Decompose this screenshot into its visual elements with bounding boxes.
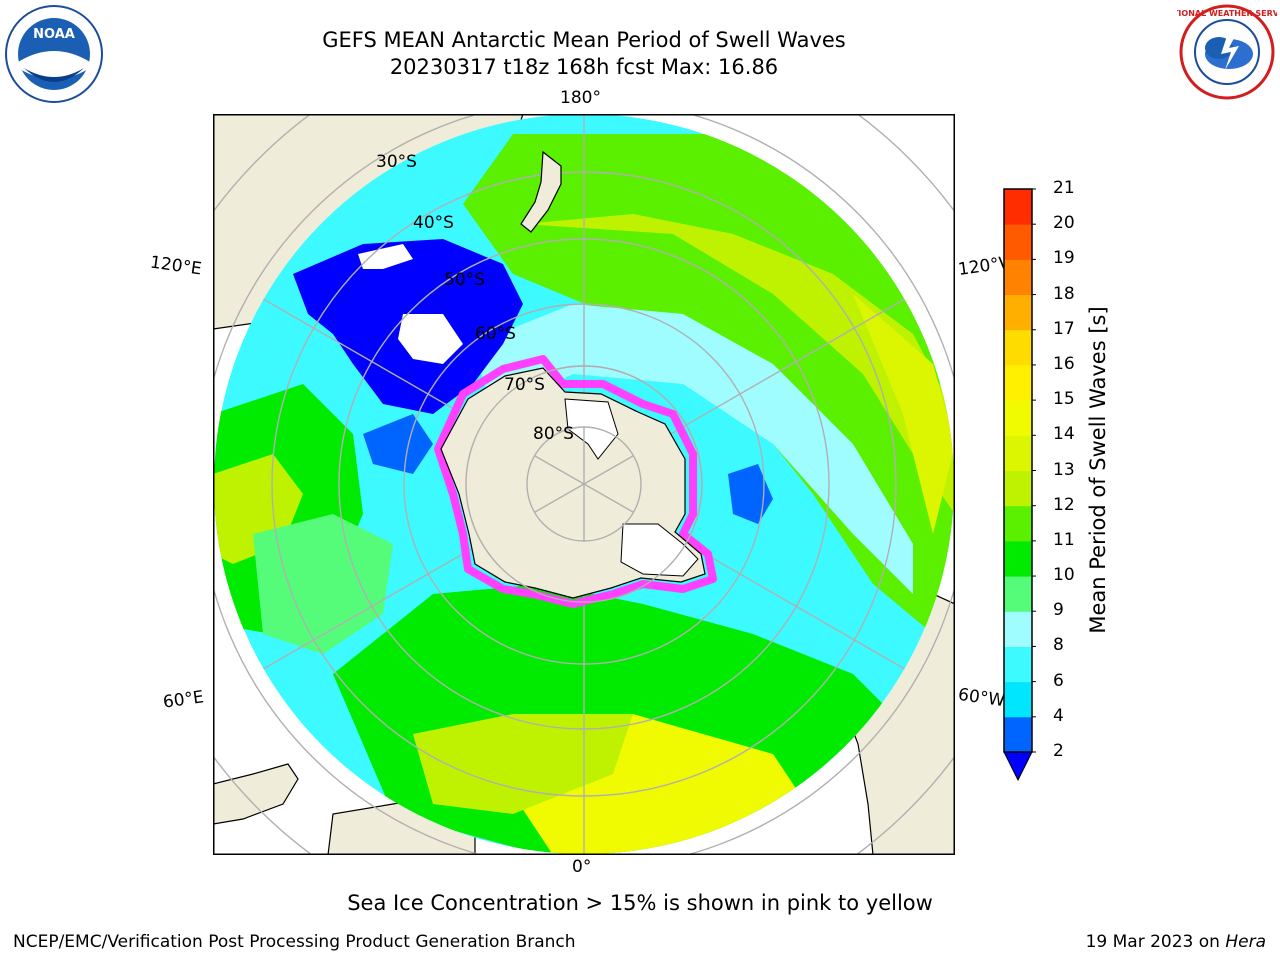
map-title: GEFS MEAN Antarctic Mean Period of Swell… (322, 28, 846, 52)
colorbar-tick-label: 8 (1053, 635, 1064, 656)
colorbar-segment (1004, 540, 1032, 577)
colorbar-segment (1004, 435, 1032, 471)
colorbar-tick-label: 9 (1053, 600, 1064, 621)
colorbar-tick-label: 12 (1053, 494, 1075, 515)
colorbar-segment (1004, 259, 1032, 296)
lat-label-60s: 60°S (475, 324, 516, 344)
colorbar-segment (1004, 611, 1032, 647)
lon-label-120e: 120°E (148, 252, 203, 280)
colorbar-tick-label: 14 (1053, 424, 1075, 445)
land-new-zealand (520, 150, 562, 233)
machine-name: Hera (1225, 932, 1266, 952)
no-data-patch-2 (398, 314, 463, 364)
colorbar-title: Mean Period of Swell Waves [s] (1086, 306, 1110, 634)
colorbar-tick-label: 11 (1053, 529, 1075, 550)
noaa-logo-text: NOAA (33, 27, 75, 42)
lat-label-50s: 50°S (444, 270, 485, 290)
sea-ice-note: Sea Ice Concentration > 15% is shown in … (347, 891, 933, 915)
colorbar-tick-label: 6 (1053, 670, 1064, 691)
swell-band-14s-east (853, 294, 954, 534)
colorbar-tick-label: 10 (1053, 565, 1075, 586)
nws-logo-text: NATIONAL WEATHER SERVICE (1177, 9, 1277, 18)
lat-label-80s: 80°S (533, 424, 574, 444)
colorbar-segment (1004, 681, 1032, 718)
lat-label-70s: 70°S (504, 375, 545, 395)
colorbar-segment (1004, 646, 1032, 683)
sea-ice-rim (434, 355, 717, 608)
colorbar-segment (1004, 189, 1032, 225)
swell-band-9s-west (253, 514, 393, 654)
colorbar-tick-label: 2 (1053, 741, 1064, 761)
polar-map (213, 114, 955, 855)
colorbar-tick-label: 21 (1053, 178, 1075, 198)
map-subtitle: 20230317 t18z 168h fcst Max: 16.86 (389, 55, 779, 79)
date-text: 19 Mar 2023 on Hera (1086, 932, 1266, 952)
ice-shelf-weddell (620, 523, 699, 577)
colorbar-tick-label: 15 (1053, 389, 1075, 410)
date-label: 19 Mar 2023 on (1085, 932, 1226, 952)
colorbar-tick-label: 18 (1053, 283, 1075, 304)
no-data-patch (358, 244, 413, 269)
lon-label-0: 0° (572, 857, 592, 877)
colorbar-tick-label: 16 (1053, 353, 1075, 374)
swell-low-period-region-2 (363, 414, 433, 474)
colorbar-segment (1004, 505, 1032, 542)
colorbar-tick-label: 19 (1053, 248, 1075, 269)
swell-band-13s-north (523, 214, 954, 514)
colorbar-tick-label: 4 (1053, 705, 1064, 726)
colorbar-tick-label: 13 (1053, 459, 1075, 480)
colorbar-segment (1004, 400, 1032, 436)
colorbar-tick-label: 17 (1053, 318, 1075, 339)
colorbar-segment (1004, 329, 1032, 366)
swell-band-9s-ring (473, 304, 913, 594)
lat-label-30s: 30°S (376, 152, 417, 172)
swell-band-12s-south (413, 714, 633, 814)
colorbar-segment (1004, 716, 1032, 753)
credit-text: NCEP/EMC/Verification Post Processing Pr… (13, 932, 576, 952)
colorbar-segment (1004, 224, 1032, 260)
colorbar-tick-label: 20 (1053, 213, 1075, 234)
lat-label-40s: 40°S (413, 213, 454, 233)
colorbar-segment (1004, 470, 1032, 507)
colorbar-extend-arrow (1003, 751, 1033, 782)
lon-label-60e: 60°E (161, 687, 206, 713)
map-frame (213, 114, 955, 855)
colorbar (1003, 188, 1036, 782)
nws-logo-icon: NATIONAL WEATHER SERVICE (1177, 4, 1277, 100)
colorbar-segment (1004, 364, 1032, 401)
colorbar-segment (1004, 576, 1032, 612)
land-madagascar (214, 763, 299, 825)
lon-label-60w: 60°W (956, 684, 1007, 712)
noaa-logo-icon: NOAA (5, 5, 103, 103)
colorbar-segment (1004, 294, 1032, 331)
lon-label-180: 180° (560, 88, 601, 108)
